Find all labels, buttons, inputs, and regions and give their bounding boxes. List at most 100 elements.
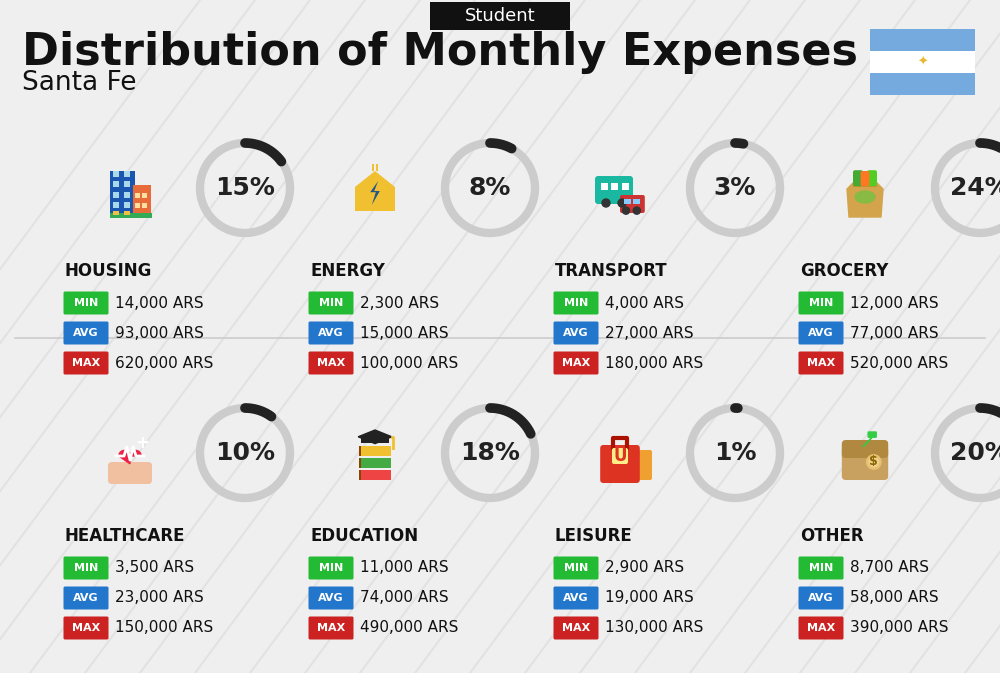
Text: MAX: MAX	[562, 623, 590, 633]
FancyBboxPatch shape	[64, 616, 108, 639]
Text: MIN: MIN	[319, 563, 343, 573]
FancyBboxPatch shape	[870, 73, 975, 95]
FancyBboxPatch shape	[861, 171, 869, 186]
FancyBboxPatch shape	[359, 470, 361, 480]
FancyBboxPatch shape	[108, 462, 152, 484]
FancyBboxPatch shape	[124, 211, 130, 215]
FancyBboxPatch shape	[361, 437, 389, 443]
Text: 8%: 8%	[469, 176, 511, 200]
Text: MAX: MAX	[72, 623, 100, 633]
FancyBboxPatch shape	[308, 557, 354, 579]
Circle shape	[622, 207, 630, 214]
Text: MIN: MIN	[809, 563, 833, 573]
Text: Santa Fe: Santa Fe	[22, 70, 136, 96]
Text: MIN: MIN	[74, 563, 98, 573]
FancyBboxPatch shape	[308, 351, 354, 374]
Text: HOUSING: HOUSING	[65, 262, 152, 280]
Text: MAX: MAX	[562, 358, 590, 368]
FancyBboxPatch shape	[113, 171, 119, 177]
Text: AVG: AVG	[563, 328, 589, 338]
Text: $: $	[869, 456, 878, 468]
Text: 20%: 20%	[950, 441, 1000, 465]
Text: MIN: MIN	[809, 298, 833, 308]
FancyBboxPatch shape	[611, 182, 618, 190]
Text: MAX: MAX	[72, 358, 100, 368]
Text: LEISURE: LEISURE	[555, 527, 633, 545]
Text: 77,000 ARS: 77,000 ARS	[850, 326, 939, 341]
FancyBboxPatch shape	[124, 171, 130, 177]
FancyBboxPatch shape	[359, 446, 391, 456]
FancyBboxPatch shape	[798, 351, 844, 374]
FancyBboxPatch shape	[308, 322, 354, 345]
Text: EDUCATION: EDUCATION	[310, 527, 418, 545]
Text: AVG: AVG	[73, 328, 99, 338]
Text: 19,000 ARS: 19,000 ARS	[605, 590, 694, 606]
Text: 620,000 ARS: 620,000 ARS	[115, 355, 213, 371]
Text: 15%: 15%	[215, 176, 275, 200]
Text: 93,000 ARS: 93,000 ARS	[115, 326, 204, 341]
FancyBboxPatch shape	[359, 470, 391, 480]
FancyBboxPatch shape	[430, 2, 570, 30]
FancyBboxPatch shape	[554, 557, 598, 579]
FancyBboxPatch shape	[113, 202, 119, 208]
Text: 1%: 1%	[714, 441, 756, 465]
Text: MAX: MAX	[807, 358, 835, 368]
FancyBboxPatch shape	[600, 445, 640, 483]
Text: 3%: 3%	[714, 176, 756, 200]
FancyBboxPatch shape	[853, 182, 877, 187]
FancyBboxPatch shape	[798, 322, 844, 345]
FancyBboxPatch shape	[633, 199, 640, 204]
FancyBboxPatch shape	[372, 164, 374, 171]
Text: 2,900 ARS: 2,900 ARS	[605, 561, 684, 575]
FancyBboxPatch shape	[135, 193, 140, 198]
FancyBboxPatch shape	[124, 202, 130, 208]
FancyBboxPatch shape	[626, 450, 652, 480]
FancyBboxPatch shape	[133, 185, 151, 215]
FancyBboxPatch shape	[359, 458, 361, 468]
Circle shape	[602, 199, 610, 207]
FancyBboxPatch shape	[110, 213, 152, 218]
Text: 11,000 ARS: 11,000 ARS	[360, 561, 449, 575]
Text: 520,000 ARS: 520,000 ARS	[850, 355, 948, 371]
Text: +: +	[135, 434, 149, 452]
FancyBboxPatch shape	[870, 29, 975, 51]
FancyBboxPatch shape	[64, 322, 108, 345]
Text: 3,500 ARS: 3,500 ARS	[115, 561, 194, 575]
Text: AVG: AVG	[318, 328, 344, 338]
FancyBboxPatch shape	[612, 448, 628, 464]
FancyBboxPatch shape	[554, 351, 598, 374]
FancyBboxPatch shape	[64, 291, 108, 314]
FancyBboxPatch shape	[867, 170, 877, 186]
FancyBboxPatch shape	[113, 182, 119, 187]
Circle shape	[633, 207, 640, 214]
FancyBboxPatch shape	[142, 203, 147, 208]
Polygon shape	[847, 183, 883, 217]
Text: Student: Student	[465, 7, 535, 25]
Text: 27,000 ARS: 27,000 ARS	[605, 326, 694, 341]
FancyBboxPatch shape	[359, 446, 361, 456]
Polygon shape	[355, 171, 395, 211]
Text: 390,000 ARS: 390,000 ARS	[850, 621, 948, 635]
Text: MIN: MIN	[564, 298, 588, 308]
Text: ENERGY: ENERGY	[310, 262, 385, 280]
Text: 12,000 ARS: 12,000 ARS	[850, 295, 939, 310]
FancyBboxPatch shape	[842, 446, 888, 480]
FancyBboxPatch shape	[110, 171, 135, 215]
FancyBboxPatch shape	[554, 616, 598, 639]
Text: MIN: MIN	[319, 298, 343, 308]
Text: AVG: AVG	[808, 328, 834, 338]
FancyBboxPatch shape	[376, 164, 378, 171]
Text: 74,000 ARS: 74,000 ARS	[360, 590, 449, 606]
Polygon shape	[119, 450, 141, 464]
FancyBboxPatch shape	[595, 176, 633, 204]
FancyBboxPatch shape	[64, 557, 108, 579]
Text: AVG: AVG	[318, 593, 344, 603]
FancyBboxPatch shape	[124, 192, 130, 198]
Ellipse shape	[855, 191, 875, 203]
Text: 15,000 ARS: 15,000 ARS	[360, 326, 449, 341]
FancyBboxPatch shape	[870, 51, 975, 73]
Text: 130,000 ARS: 130,000 ARS	[605, 621, 703, 635]
FancyBboxPatch shape	[554, 586, 598, 610]
FancyBboxPatch shape	[798, 557, 844, 579]
Text: 18%: 18%	[460, 441, 520, 465]
